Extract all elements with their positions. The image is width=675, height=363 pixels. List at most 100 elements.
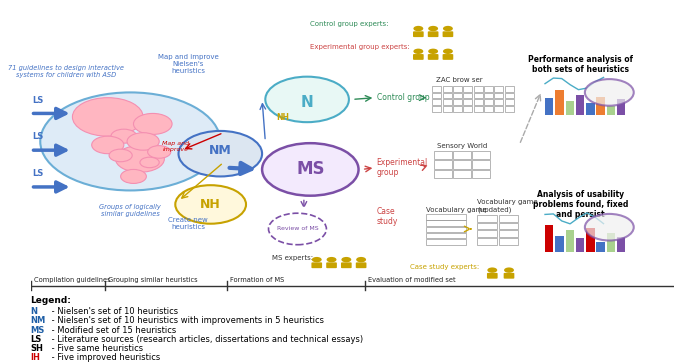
Circle shape (140, 157, 159, 168)
Text: Control group experts:: Control group experts: (310, 21, 389, 27)
FancyBboxPatch shape (545, 225, 554, 252)
FancyBboxPatch shape (566, 230, 574, 252)
Circle shape (342, 257, 351, 262)
FancyBboxPatch shape (545, 98, 554, 115)
Circle shape (148, 146, 171, 158)
FancyBboxPatch shape (617, 99, 625, 115)
Circle shape (585, 79, 634, 106)
Text: LS: LS (32, 169, 43, 178)
FancyBboxPatch shape (428, 31, 439, 37)
Circle shape (111, 129, 137, 143)
FancyBboxPatch shape (556, 236, 564, 252)
FancyBboxPatch shape (566, 101, 574, 115)
FancyBboxPatch shape (428, 54, 439, 60)
Text: NM: NM (209, 144, 232, 158)
FancyBboxPatch shape (443, 54, 453, 60)
Text: NM: NM (30, 317, 46, 326)
Text: Map and
improve: Map and improve (162, 141, 189, 152)
Text: IH: IH (30, 353, 40, 362)
Circle shape (413, 26, 423, 31)
Circle shape (134, 113, 172, 134)
Text: MS: MS (30, 326, 45, 335)
Circle shape (115, 146, 164, 172)
Text: Sensory World: Sensory World (437, 143, 487, 150)
Circle shape (265, 77, 349, 122)
Circle shape (428, 26, 438, 31)
Circle shape (413, 49, 423, 54)
FancyBboxPatch shape (443, 31, 453, 37)
Circle shape (327, 257, 337, 262)
Text: Vocabulary game: Vocabulary game (426, 207, 487, 212)
FancyBboxPatch shape (586, 228, 595, 252)
Text: Experimental group experts:: Experimental group experts: (310, 44, 410, 50)
Circle shape (40, 93, 220, 191)
FancyBboxPatch shape (607, 106, 615, 115)
Circle shape (92, 136, 124, 154)
Text: ZAC brow ser: ZAC brow ser (435, 77, 483, 83)
FancyBboxPatch shape (311, 262, 322, 268)
Circle shape (356, 257, 366, 262)
FancyBboxPatch shape (487, 273, 497, 279)
Circle shape (121, 170, 146, 183)
Text: Analysis of usability
problems found, fixed
and persist: Analysis of usability problems found, fi… (533, 189, 628, 219)
Circle shape (72, 98, 143, 136)
Text: Map and improve
Nielsen's
heuristics: Map and improve Nielsen's heuristics (158, 54, 219, 74)
FancyBboxPatch shape (597, 242, 605, 252)
FancyBboxPatch shape (341, 262, 352, 268)
Circle shape (443, 26, 453, 31)
Text: - Five improved heuristics: - Five improved heuristics (49, 353, 160, 362)
FancyBboxPatch shape (607, 233, 615, 252)
Circle shape (443, 49, 453, 54)
Text: MS experts:: MS experts: (272, 255, 313, 261)
Text: Formation of MS: Formation of MS (230, 277, 284, 283)
Text: Experimental
group: Experimental group (377, 158, 428, 178)
Circle shape (176, 185, 246, 224)
FancyBboxPatch shape (504, 273, 514, 279)
Text: 71 guidelines to design interactive
systems for children with ASD: 71 guidelines to design interactive syst… (8, 65, 124, 78)
Text: Create new
heuristics: Create new heuristics (168, 217, 208, 230)
Text: LS: LS (32, 132, 43, 142)
Text: SH: SH (30, 344, 43, 353)
Text: LS: LS (32, 96, 43, 105)
Circle shape (178, 131, 262, 176)
Text: - Five same heuristics: - Five same heuristics (49, 344, 142, 353)
FancyBboxPatch shape (597, 97, 605, 115)
Text: Case study experts:: Case study experts: (410, 265, 479, 270)
Text: MS: MS (296, 160, 325, 179)
FancyBboxPatch shape (326, 262, 337, 268)
Circle shape (585, 214, 634, 241)
Circle shape (262, 143, 358, 196)
Circle shape (109, 149, 132, 162)
FancyBboxPatch shape (576, 238, 585, 252)
Circle shape (487, 268, 497, 273)
Circle shape (269, 213, 327, 245)
Circle shape (428, 49, 438, 54)
Text: N: N (301, 95, 313, 110)
Text: Legend:: Legend: (30, 296, 72, 305)
FancyBboxPatch shape (413, 54, 424, 60)
Text: N: N (30, 307, 38, 317)
Text: Performance analysis of
both sets of heuristics: Performance analysis of both sets of heu… (528, 55, 633, 74)
Text: LS: LS (30, 335, 42, 344)
Text: Vocabulary game
(updated): Vocabulary game (updated) (477, 199, 538, 212)
Text: NH: NH (276, 113, 289, 122)
FancyBboxPatch shape (576, 95, 585, 115)
Text: - Literature sources (research articles, dissertations and technical essays): - Literature sources (research articles,… (49, 335, 362, 344)
FancyBboxPatch shape (617, 237, 625, 252)
Circle shape (504, 268, 514, 273)
FancyBboxPatch shape (356, 262, 367, 268)
FancyBboxPatch shape (556, 90, 564, 115)
Text: Evaluation of modified set: Evaluation of modified set (368, 277, 456, 283)
Circle shape (127, 133, 159, 150)
Text: Review of MS: Review of MS (277, 227, 319, 232)
Text: Compilation guidelines: Compilation guidelines (34, 277, 111, 283)
Text: - Nielsen's set of 10 heuristics: - Nielsen's set of 10 heuristics (49, 307, 178, 317)
Circle shape (312, 257, 322, 262)
Text: Case
study: Case study (377, 207, 398, 227)
Text: - Modified set of 15 heuristics: - Modified set of 15 heuristics (49, 326, 176, 335)
FancyBboxPatch shape (586, 103, 595, 115)
Text: NH: NH (200, 198, 221, 211)
Text: Groups of logically
similar guidelines: Groups of logically similar guidelines (99, 204, 161, 217)
Text: Control group: Control group (377, 93, 429, 102)
Text: - Nielsen's set of 10 heuristics with improvements in 5 heuristics: - Nielsen's set of 10 heuristics with im… (49, 317, 323, 326)
